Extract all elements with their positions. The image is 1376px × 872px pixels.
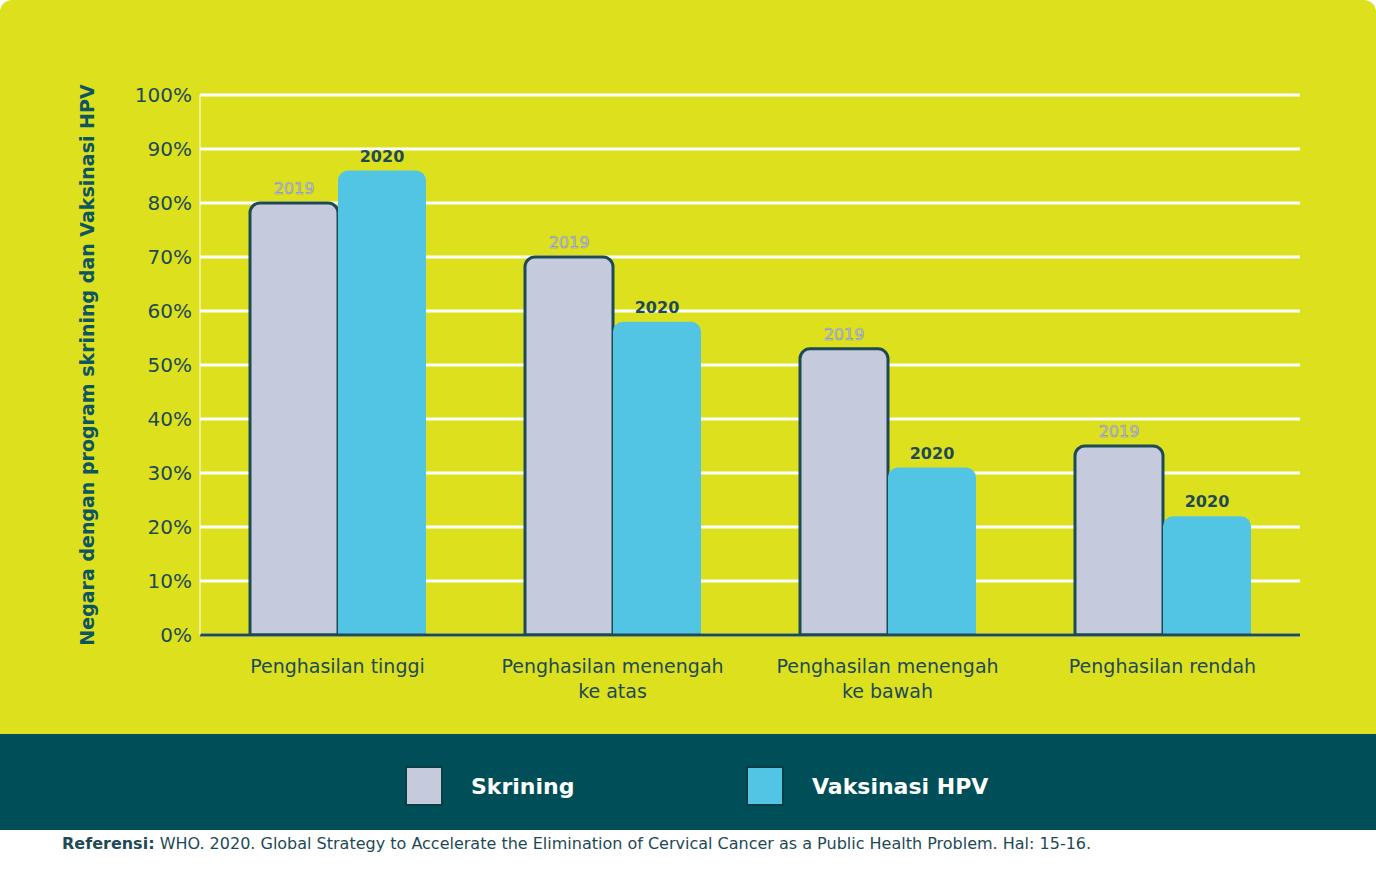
svg-text:2020: 2020 xyxy=(910,444,955,463)
svg-text:2019: 2019 xyxy=(824,325,865,344)
svg-text:2019: 2019 xyxy=(1099,422,1140,441)
html-text:Vaksinasi HPV: Vaksinasi HPV xyxy=(812,773,989,799)
svg-text:2019: 2019 xyxy=(274,179,315,198)
svg-text:Penghasilan menengahke atas: Penghasilan menengahke atas xyxy=(501,655,723,702)
svg-text:80%: 80% xyxy=(148,191,192,215)
svg-text:70%: 70% xyxy=(148,245,192,269)
svg-text:30%: 30% xyxy=(148,461,192,485)
html-text:Skrining: Skrining xyxy=(471,773,575,799)
svg-text:Penghasilan rendah: Penghasilan rendah xyxy=(1069,655,1256,677)
svg-text:10%: 10% xyxy=(148,569,192,593)
svg-text:0%: 0% xyxy=(160,623,192,647)
svg-text:2020: 2020 xyxy=(635,298,680,317)
svg-text:2020: 2020 xyxy=(1185,492,1230,511)
svg-text:2019: 2019 xyxy=(549,233,590,252)
svg-text:60%: 60% xyxy=(148,299,192,323)
svg-text:Negara dengan program skrining: Negara dengan program skrining dan Vaksi… xyxy=(76,84,98,646)
svg-text:20%: 20% xyxy=(148,515,192,539)
svg-text:90%: 90% xyxy=(148,137,192,161)
svg-text:40%: 40% xyxy=(148,407,192,431)
html-text:Referensi: WHO. 2020. Global S: Referensi: WHO. 2020. Global Strategy to… xyxy=(62,834,1092,853)
svg-text:100%: 100% xyxy=(135,83,192,107)
svg-text:50%: 50% xyxy=(148,353,192,377)
svg-text:Penghasilan tinggi: Penghasilan tinggi xyxy=(250,655,425,677)
svg-text:2020: 2020 xyxy=(360,147,405,166)
svg-text:Penghasilan menengahke bawah: Penghasilan menengahke bawah xyxy=(776,655,998,702)
